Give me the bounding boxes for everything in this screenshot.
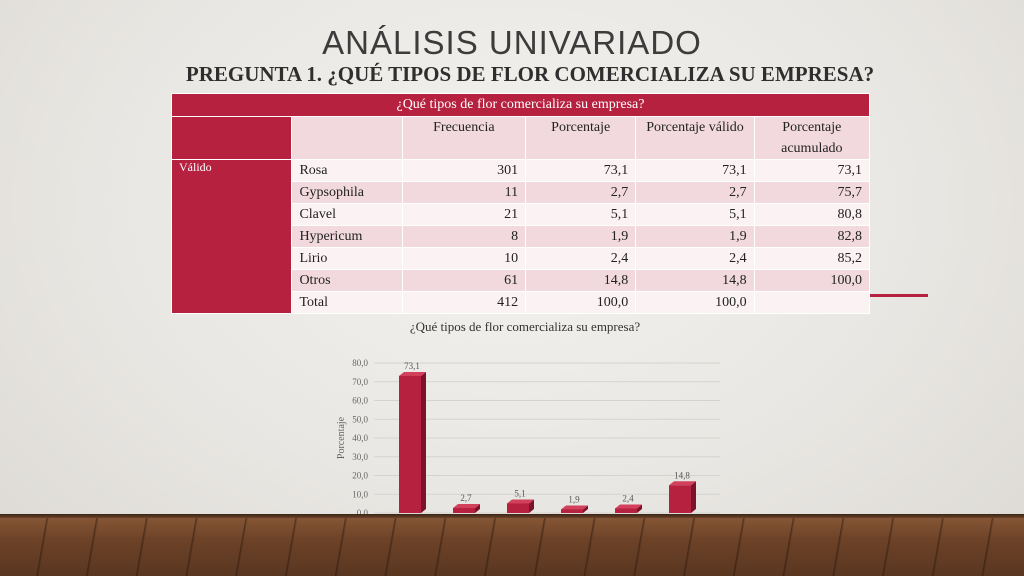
column-header-porcentaje-valido: Porcentaje válido [635,116,755,160]
porcentaje-valido-cell: 100,0 [635,291,755,314]
bar-top [561,505,588,510]
porcentaje-cell: 2,7 [525,181,637,204]
porcentaje-valido-cell: 2,7 [635,181,755,204]
wooden-floor [0,514,1024,576]
table-row: Otros 61 14,8 14,8 100,0 [172,269,871,292]
data-label: 2,4 [622,494,634,504]
porcentaje-cell: 73,1 [525,159,637,182]
header-blank-1 [170,116,293,160]
porcentaje-acumulado-cell: 75,7 [753,181,871,204]
y-tick-label: 70,0 [352,377,368,387]
bar [615,508,637,513]
y-tick-label: 80,0 [352,358,368,368]
bar-top [669,481,696,486]
bar-top [399,371,426,376]
category-cell: Rosa [291,159,403,182]
data-label: 73,1 [404,361,420,371]
category-cell: Gypsophila [291,181,403,204]
group-label: Válido [170,159,293,314]
category-cell: Hypericum [291,225,403,248]
frecuencia-cell: 301 [401,159,527,182]
bar [453,507,475,513]
bar-top [453,503,480,508]
porcentaje-valido-cell: 5,1 [635,203,755,226]
frecuencia-cell: 412 [401,291,527,314]
data-label: 1,9 [568,494,580,504]
porcentaje-cell: 2,4 [525,247,637,270]
porcentaje-cell: 100,0 [525,291,637,314]
porcentaje-valido-cell: 2,4 [635,247,755,270]
y-tick-label: 60,0 [352,396,368,406]
data-label: 2,7 [460,493,472,503]
frecuencia-cell: 8 [401,225,527,248]
y-tick-label: 20,0 [352,471,368,481]
y-axis-label: Porcentaje [336,416,347,459]
bar-side [421,371,426,513]
category-cell: Total [291,291,403,314]
header-blank-2 [291,116,403,160]
column-header-porcentaje: Porcentaje [525,116,637,160]
porcentaje-valido-cell: 1,9 [635,225,755,248]
bar [669,485,691,513]
bar-top [507,499,534,504]
table-row: Total 412 100,0 100,0 [172,291,871,314]
y-tick-label: 30,0 [352,452,368,462]
bar [399,375,421,513]
chart-title: ¿Qué tipos de flor comercializa su empre… [409,319,641,334]
category-cell: Otros [291,269,403,292]
table-row: Válido Rosa 301 73,1 73,1 73,1 [170,159,871,314]
porcentaje-acumulado-cell: 80,8 [753,203,871,226]
y-tick-label: 50,0 [352,414,368,424]
slide-title: ANÁLISIS UNIVARIADO [322,24,702,61]
frecuencia-cell: 61 [401,269,527,292]
category-cell: Lirio [291,247,403,270]
porcentaje-valido-cell: 73,1 [635,159,755,182]
column-header-frecuencia: Frecuencia [401,116,527,160]
porcentaje-cell: 1,9 [525,225,637,248]
porcentaje-valido-cell: 14,8 [635,269,755,292]
frecuencia-cell: 10 [401,247,527,270]
y-tick-label: 0,0 [357,508,369,518]
frecuencia-cell: 11 [401,181,527,204]
bar-side [691,481,696,513]
column-header-porcentaje-acumulado: Porcentaje acumulado [753,116,871,160]
y-tick-label: 40,0 [352,433,368,443]
data-label: 5,1 [514,488,525,498]
table-row: Gypsophila 11 2,7 2,7 75,7 [172,181,871,204]
porcentaje-cell: 5,1 [525,203,637,226]
slide-subtitle: PREGUNTA 1. ¿QUÉ TIPOS DE FLOR COMERCIAL… [185,62,875,86]
porcentaje-acumulado-cell: 73,1 [753,159,871,182]
accent-line [870,294,928,297]
bar-side [637,504,642,513]
bar [561,509,583,513]
porcentaje-acumulado-cell: 85,2 [753,247,871,270]
table-row: Lirio 10 2,4 2,4 85,2 [172,247,871,270]
bar-side [529,499,534,513]
porcentaje-acumulado-cell: 100,0 [753,269,871,292]
porcentaje-acumulado-cell: 82,8 [753,225,871,248]
bar-side [475,503,480,513]
bar [507,503,529,513]
porcentaje-acumulado-cell [753,291,871,314]
porcentaje-cell: 14,8 [525,269,637,292]
category-cell: Clavel [291,203,403,226]
data-label: 14,8 [674,470,690,480]
y-tick-label: 10,0 [352,489,368,499]
bar-side [583,505,588,513]
frecuencia-cell: 21 [401,203,527,226]
bar-top [615,504,642,509]
table-header: ¿Qué tipos de flor comercializa su empre… [171,93,870,117]
frequency-table: ¿Qué tipos de flor comercializa su empre… [170,93,871,314]
